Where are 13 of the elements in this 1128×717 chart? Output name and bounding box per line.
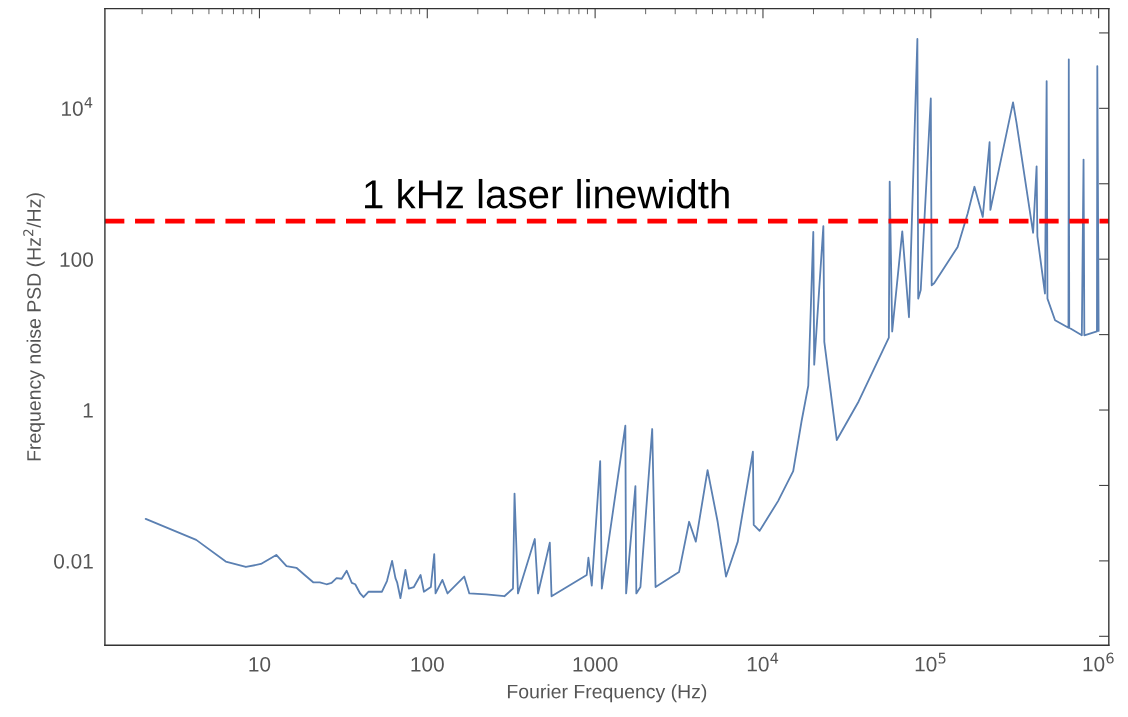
x-tick-label: 1000 [573,656,618,672]
x-tick-label: 10$^{5}$ [915,652,946,672]
x-tick-label: 10$^{6}$ [1083,652,1114,672]
x-axis-title: Fourier Frequency (Hz) [507,684,707,703]
y-tick-label: 100 [60,252,93,267]
x-tick-label: 100 [411,656,444,672]
y-tick-label: 0.01 [54,553,93,569]
x-tick-label: 10$^{4}$ [747,652,779,672]
ref-line-label: 1 kHz laser linewidth [365,178,729,209]
y-tick-label: 10$^{4}$ [62,97,93,116]
x-tick-label: 10 [249,656,271,672]
y-tick-label: 1 [83,403,93,418]
y-axis-title: Frequency noise PSD (Hz$^{2}$/Hz) [23,193,45,461]
